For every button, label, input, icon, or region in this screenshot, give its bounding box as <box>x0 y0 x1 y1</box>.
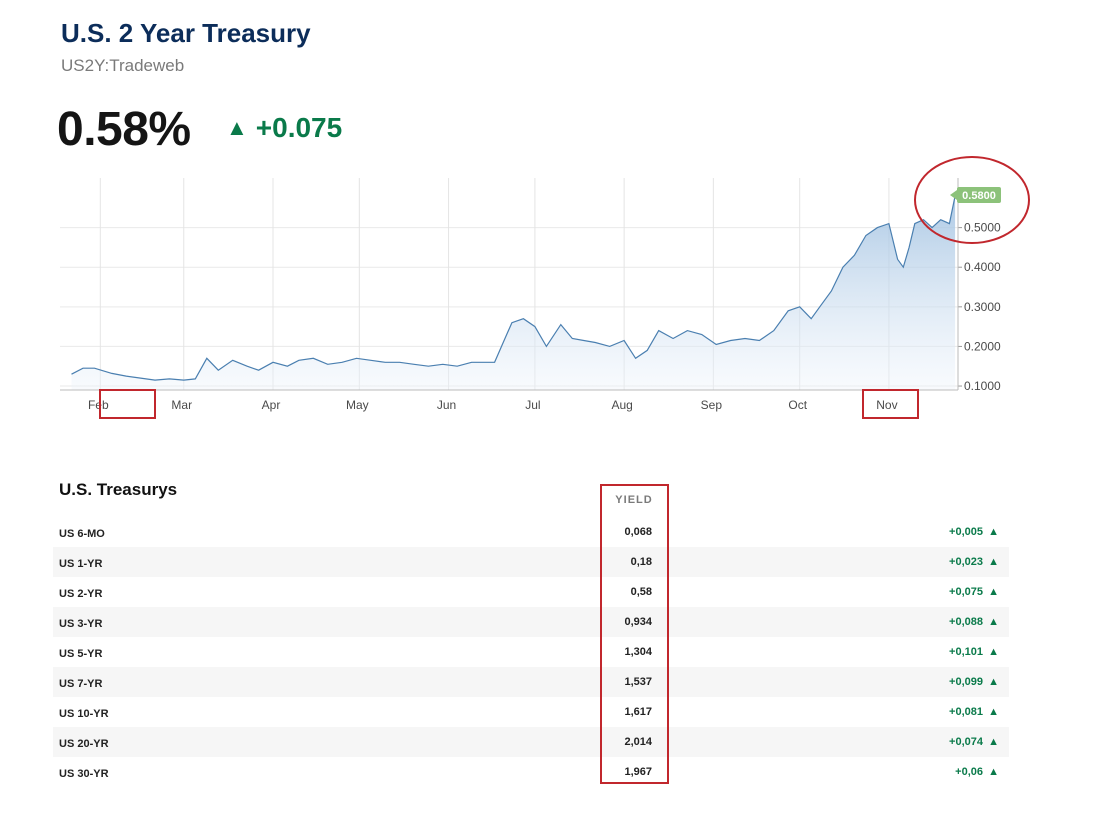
treasury-table: US 6-MO 0,068 +0,005 ▲ US 1-YR 0,18 +0,023 ▲ US … <box>53 517 1009 787</box>
bond-name[interactable]: US 20-YR <box>59 738 109 750</box>
x-tick-label: May <box>346 398 369 412</box>
table-row[interactable]: US 2-YR 0,58 +0,075 ▲ <box>53 577 1009 607</box>
table-row[interactable]: US 3-YR 0,934 +0,088 ▲ <box>53 607 1009 637</box>
x-tick-label: Jun <box>437 398 456 412</box>
bond-name[interactable]: US 5-YR <box>59 648 103 660</box>
bond-name[interactable]: US 2-YR <box>59 588 103 600</box>
x-tick-label: Aug <box>611 398 632 412</box>
ticker-subtitle: US2Y:Tradeweb <box>61 56 185 75</box>
bond-name[interactable]: US 10-YR <box>59 708 109 720</box>
bond-name[interactable]: US 30-YR <box>59 768 109 780</box>
triangle-up-icon: ▲ <box>988 616 999 628</box>
annotation-circle-last-value <box>914 156 1030 244</box>
y-tick-label: 0.2000 <box>964 339 1001 353</box>
x-tick-label: Oct <box>788 398 807 412</box>
yield-change-value: +0.075 <box>255 112 343 143</box>
triangle-up-icon: ▲ <box>988 766 999 778</box>
table-row[interactable]: US 20-YR 2,014 +0,074 ▲ <box>53 727 1009 757</box>
x-tick-label: Apr <box>262 398 281 412</box>
table-title: U.S. Treasurys <box>59 480 178 499</box>
x-tick-label: Sep <box>701 398 723 412</box>
bond-name[interactable]: US 7-YR <box>59 678 103 690</box>
table-row[interactable]: US 5-YR 1,304 +0,101 ▲ <box>53 637 1009 667</box>
x-tick-label: Feb <box>88 398 109 412</box>
triangle-up-icon: ▲ <box>988 736 999 748</box>
x-tick-label: Mar <box>171 398 192 412</box>
triangle-up-icon: ▲ <box>988 646 999 658</box>
table-row[interactable]: US 1-YR 0,18 +0,023 ▲ <box>53 547 1009 577</box>
triangle-up-icon: ▲ <box>226 115 248 140</box>
bond-yield: 0,068 <box>624 526 652 538</box>
bond-yield: 2,014 <box>624 736 652 748</box>
yield-change: ▲ +0.075 <box>226 112 342 144</box>
annotation-box-nov <box>862 389 919 419</box>
table-row[interactable]: US 6-MO 0,068 +0,005 ▲ <box>53 517 1009 547</box>
triangle-up-icon: ▲ <box>988 556 999 568</box>
bond-change: +0,074 <box>949 736 983 748</box>
bond-name[interactable]: US 3-YR <box>59 618 103 630</box>
bond-change: +0,005 <box>949 526 983 538</box>
bond-yield: 0,18 <box>630 556 652 568</box>
table-row[interactable]: US 7-YR 1,537 +0,099 ▲ <box>53 667 1009 697</box>
bond-yield: 1,304 <box>624 646 652 658</box>
bond-change: +0,081 <box>949 706 983 718</box>
bond-yield: 0,934 <box>624 616 652 628</box>
table-row[interactable]: US 10-YR 1,617 +0,081 ▲ <box>53 697 1009 727</box>
bond-yield: 1,967 <box>624 766 652 778</box>
bond-yield: 1,617 <box>624 706 652 718</box>
annotation-box-yield-column <box>600 484 669 784</box>
bond-change: +0,06 <box>955 766 983 778</box>
y-tick-label: 0.3000 <box>964 300 1001 314</box>
bond-change: +0,088 <box>949 616 983 628</box>
x-tick-label: Jul <box>525 398 540 412</box>
triangle-up-icon: ▲ <box>988 586 999 598</box>
y-tick-label: 0.1000 <box>964 379 1001 393</box>
triangle-up-icon: ▲ <box>988 706 999 718</box>
x-axis: Feb Mar Apr May Jun Jul Aug Sep Oct Nov <box>60 389 958 412</box>
yield-column-header: YIELD <box>615 494 653 506</box>
bond-change: +0,023 <box>949 556 983 568</box>
triangle-up-icon: ▲ <box>988 526 999 538</box>
bond-yield: 1,537 <box>624 676 652 688</box>
y-tick-label: 0.4000 <box>964 260 1001 274</box>
yield-area <box>71 195 956 390</box>
page-title: U.S. 2 Year Treasury <box>61 18 311 48</box>
current-yield: 0.58% <box>57 103 191 156</box>
bond-name[interactable]: US 6-MO <box>59 528 105 540</box>
bond-name[interactable]: US 1-YR <box>59 558 103 570</box>
annotation-box-feb <box>99 389 156 419</box>
table-row[interactable]: US 30-YR 1,967 +0,06 ▲ <box>53 757 1009 787</box>
x-tick-label: Nov <box>876 398 897 412</box>
yield-line <box>71 195 956 381</box>
bond-change: +0,099 <box>949 676 983 688</box>
bond-change: +0,075 <box>949 586 983 598</box>
bond-yield: 0,58 <box>630 586 652 598</box>
triangle-up-icon: ▲ <box>988 676 999 688</box>
bond-change: +0,101 <box>949 646 983 658</box>
